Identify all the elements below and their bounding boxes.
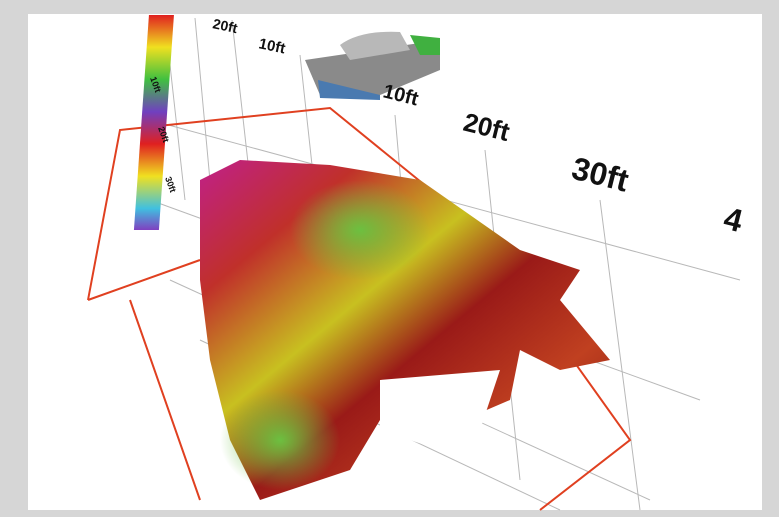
no-data-area (380, 370, 500, 460)
boat (305, 31, 440, 100)
shallow-area (290, 180, 430, 280)
shallow-area (220, 390, 340, 490)
boundary-outline (87, 106, 632, 511)
axis-label: 20ft (211, 15, 239, 36)
depth-color-scale (133, 15, 174, 230)
axis-label: 10ft (257, 35, 287, 57)
